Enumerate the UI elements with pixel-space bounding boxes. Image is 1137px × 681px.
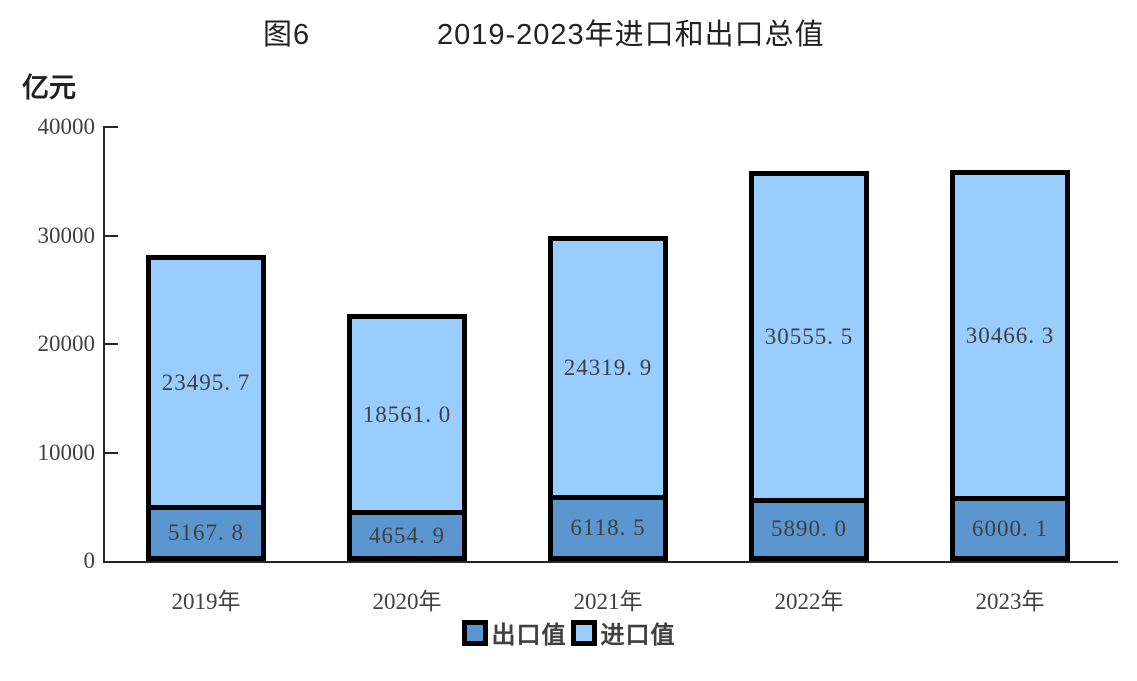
bar-segment-进口值: 23495. 7 bbox=[146, 255, 266, 510]
bar-segment-进口值: 30466. 3 bbox=[950, 170, 1070, 501]
y-axis-line bbox=[103, 126, 105, 563]
legend-label: 进口值 bbox=[600, 623, 676, 649]
y-tick-mark bbox=[105, 126, 118, 128]
bar-value-label: 6000. 1 bbox=[972, 515, 1048, 541]
y-tick-label: 30000 bbox=[37, 222, 96, 248]
y-tick-label: 0 bbox=[83, 548, 96, 573]
x-tick-label: 2019年 bbox=[171, 589, 241, 614]
chart-title: 2019-2023年进口和出口总值 bbox=[437, 19, 825, 51]
bar-segment-出口值: 5167. 8 bbox=[146, 505, 266, 561]
legend-swatch-icon bbox=[461, 619, 488, 646]
bar-segment-出口值: 5890. 0 bbox=[749, 497, 869, 561]
bar-value-label: 24319. 9 bbox=[563, 355, 653, 380]
bar-segment-出口值: 6118. 5 bbox=[548, 495, 668, 561]
bar-value-label: 4654. 9 bbox=[369, 522, 445, 548]
bar-value-label: 30555. 5 bbox=[764, 324, 854, 349]
bar-value-label: 5167. 8 bbox=[168, 520, 244, 545]
y-tick-label: 10000 bbox=[37, 439, 96, 465]
y-tick-label: 40000 bbox=[37, 114, 96, 139]
x-axis-line bbox=[103, 561, 1118, 563]
legend-swatch-icon bbox=[570, 619, 597, 646]
x-tick-label: 2022年 bbox=[774, 589, 844, 614]
bar-segment-出口值: 4654. 9 bbox=[347, 510, 467, 561]
y-tick-mark bbox=[105, 234, 118, 237]
bar-value-label: 5890. 0 bbox=[771, 516, 847, 541]
bar-value-label: 18561. 0 bbox=[362, 401, 452, 427]
bar-value-label: 30466. 3 bbox=[965, 322, 1055, 348]
legend-item: 进口值 bbox=[570, 615, 676, 650]
legend-item: 出口值 bbox=[461, 615, 567, 650]
y-tick-mark bbox=[105, 343, 118, 345]
legend-label: 出口值 bbox=[491, 623, 567, 649]
bar-value-label: 23495. 7 bbox=[161, 369, 251, 395]
bar-segment-进口值: 18561. 0 bbox=[347, 314, 467, 515]
x-tick-label: 2021年 bbox=[573, 589, 643, 614]
x-tick-label: 2023年 bbox=[975, 589, 1045, 614]
y-tick-mark bbox=[105, 451, 118, 454]
y-tick-label: 20000 bbox=[37, 331, 96, 356]
x-tick-label: 2020年 bbox=[372, 589, 442, 614]
figure-number-label: 图6 bbox=[263, 19, 311, 51]
legend: 出口值 进口值 bbox=[0, 615, 1137, 650]
y-axis-unit-label: 亿元 bbox=[22, 73, 76, 103]
bar-segment-出口值: 6000. 1 bbox=[950, 496, 1070, 561]
bar-segment-进口值: 24319. 9 bbox=[548, 236, 668, 500]
bar-value-label: 6118. 5 bbox=[570, 515, 646, 540]
bar-segment-进口值: 30555. 5 bbox=[749, 171, 869, 503]
